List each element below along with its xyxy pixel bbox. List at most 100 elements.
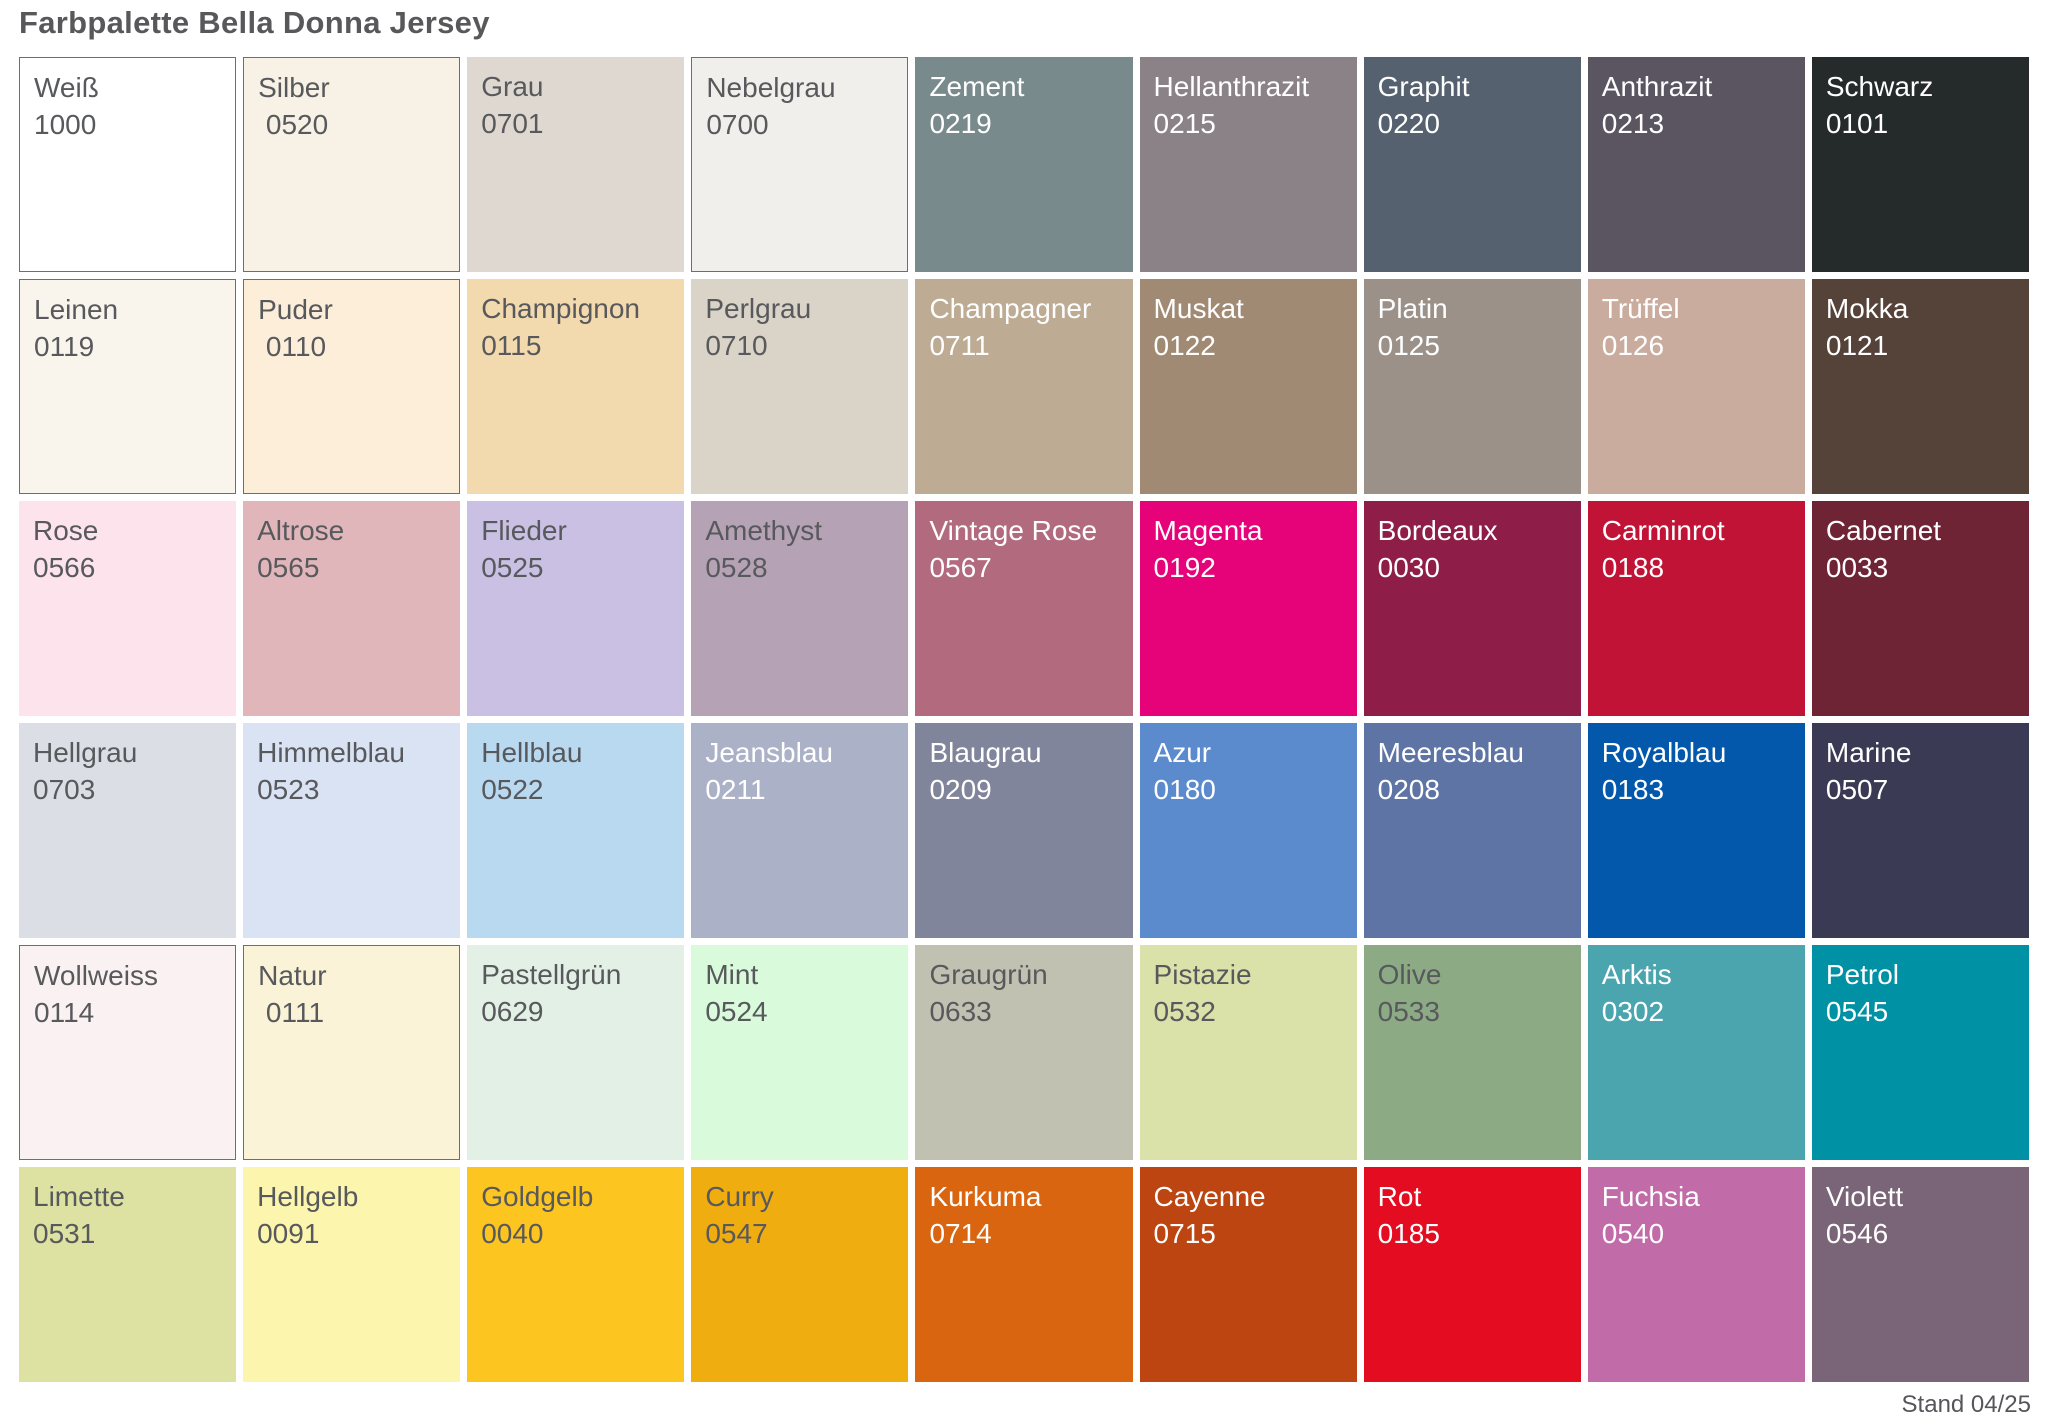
swatch-muskat: Muskat 0122 [1139,279,1357,494]
swatch-royalblau: Royalblau 0183 [1587,723,1805,938]
swatch-silber: Silber 0520 [243,57,461,272]
stand-date-note: Stand 04/25 [1901,1391,2031,1418]
swatch-petrol: Petrol 0545 [1811,945,2029,1160]
swatch-natur: Natur 0111 [243,945,461,1160]
swatch-code-label: 0033 [1825,552,1889,583]
swatch-code-label: 0185 [1377,1218,1440,1249]
swatch-code-label: 0215 [1153,108,1216,139]
swatch-code-label: 0700 [706,109,769,140]
swatch-name-label: Mint [705,959,759,990]
color-palette-grid: Weiß 1000 Silber 0520 Grau 0701 Nebelgrau 0700… [19,57,2029,1382]
swatch-hellgrau: Hellgrau 0703 [19,723,237,938]
swatch-name-label: Olive [1377,959,1442,990]
swatch-name-label: Violett [1825,1181,1904,1212]
swatch-code-label: 0507 [1825,774,1889,805]
swatch-name-label: Hellgrau [33,737,138,768]
swatch-altrose: Altrose 0565 [243,501,461,716]
swatch-name-label: Cabernet [1825,515,1942,546]
swatch-name-label: Blaugrau [929,737,1042,768]
swatch-code-label: 0714 [929,1218,992,1249]
swatch-name-label: Jeansblau [705,737,833,768]
swatch-mokka: Mokka 0121 [1811,279,2029,494]
swatch-code-label: 0533 [1377,996,1440,1027]
swatch-pastellgruen: Pastellgrün 0629 [467,945,685,1160]
swatch-champignon: Champignon 0115 [467,279,685,494]
swatch-name-label: Royalblau [1601,737,1727,768]
swatch-code-label: 0101 [1825,108,1889,139]
swatch-name-label: Goldgelb [481,1181,594,1212]
swatch-name-label: Flieder [481,515,567,546]
swatch-name-label: Vintage Rose [929,515,1098,546]
swatch-code-label: 0030 [1377,552,1440,583]
swatch-violett: Violett 0546 [1811,1167,2029,1382]
swatch-himmelblau: Himmelblau 0523 [243,723,461,938]
swatch-code-label: 0711 [929,330,990,361]
swatch-graphit: Graphit 0220 [1363,57,1581,272]
swatch-name-label: Perlgrau [705,293,812,324]
swatch-code-label: 0111 [258,997,325,1028]
swatch-vintage-rose: Vintage Rose 0567 [915,501,1133,716]
swatch-name-label: Grau [481,71,544,102]
swatch-code-label: 0715 [1153,1218,1216,1249]
swatch-azur: Azur 0180 [1139,723,1357,938]
swatch-weiss: Weiß 1000 [19,57,237,272]
swatch-name-label: Kurkuma [929,1181,1042,1212]
swatch-code-label: 0302 [1601,996,1665,1027]
swatch-code-label: 0547 [705,1218,768,1249]
swatch-carminrot: Carminrot 0188 [1587,501,1805,716]
swatch-limette: Limette 0531 [19,1167,237,1382]
swatch-pistazie: Pistazie 0532 [1139,945,1357,1160]
swatch-flieder: Flieder 0525 [467,501,685,716]
swatch-code-label: 0567 [929,552,992,583]
swatch-name-label: Hellanthrazit [1153,71,1310,102]
swatch-code-label: 0532 [1153,996,1216,1027]
swatch-name-label: Rot [1377,1181,1422,1212]
swatch-rot: Rot 0185 [1363,1167,1581,1382]
swatch-platin: Platin 0125 [1363,279,1581,494]
swatch-code-label: 0528 [705,552,768,583]
swatch-code-label: 0531 [33,1218,96,1249]
page-title: Farbpalette Bella Donna Jersey [19,5,490,40]
swatch-name-label: Curry [705,1181,774,1212]
swatch-cayenne: Cayenne 0715 [1139,1167,1357,1382]
swatch-code-label: 0209 [929,774,992,805]
swatch-name-label: Anthrazit [1601,71,1713,102]
swatch-code-label: 0192 [1153,552,1216,583]
swatch-code-label: 0213 [1601,108,1665,139]
swatch-name-label: Schwarz [1825,71,1934,102]
swatch-blaugrau: Blaugrau 0209 [915,723,1133,938]
swatch-code-label: 0183 [1601,774,1665,805]
swatch-name-label: Graphit [1377,71,1470,102]
swatch-code-label: 0110 [258,331,327,362]
swatch-name-label: Mokka [1825,293,1909,324]
swatch-grau: Grau 0701 [467,57,685,272]
swatch-nebelgrau: Nebelgrau 0700 [691,57,909,272]
swatch-name-label: Limette [33,1181,125,1212]
swatch-code-label: 0121 [1825,330,1889,361]
swatch-name-label: Leinen [34,294,119,325]
swatch-name-label: Champignon [481,293,640,324]
swatch-code-label: 1000 [34,109,97,140]
swatch-puder: Puder 0110 [243,279,461,494]
swatch-name-label: Fuchsia [1601,1181,1700,1212]
swatch-code-label: 0122 [1153,330,1216,361]
swatch-wollweiss: Wollweiss 0114 [19,945,237,1160]
swatch-code-label: 0566 [33,552,96,583]
swatch-rose: Rose 0566 [19,501,237,716]
swatch-graugruen: Graugrün 0633 [915,945,1133,1160]
swatch-schwarz: Schwarz 0101 [1811,57,2029,272]
swatch-name-label: Himmelblau [257,737,405,768]
swatch-name-label: Silber [258,72,330,103]
swatch-name-label: Carminrot [1601,515,1725,546]
swatch-hellanthrazit: Hellanthrazit 0215 [1139,57,1357,272]
swatch-leinen: Leinen 0119 [19,279,237,494]
swatch-name-label: Trüffel [1601,293,1680,324]
swatch-name-label: Petrol [1825,959,1900,990]
swatch-name-label: Natur [258,960,327,991]
swatch-code-label: 0525 [481,552,544,583]
swatch-name-label: Pistazie [1153,959,1252,990]
swatch-name-label: Amethyst [705,515,823,546]
swatch-magenta: Magenta 0192 [1139,501,1357,716]
swatch-name-label: Nebelgrau [706,72,836,103]
swatch-name-label: Bordeaux [1377,515,1498,546]
